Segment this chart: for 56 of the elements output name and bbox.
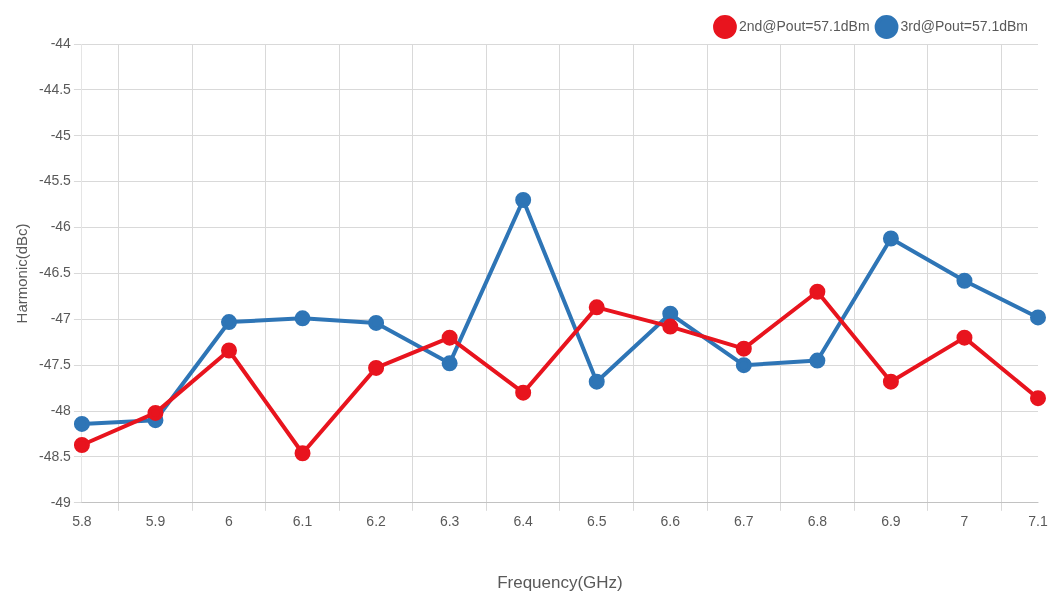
x-tick-label: 6.2: [366, 513, 387, 530]
point: [588, 373, 605, 390]
point: [221, 314, 237, 331]
point: [294, 310, 311, 327]
y-tick-label: -44.5: [38, 80, 72, 97]
y-tick-label: -47: [50, 310, 72, 327]
point: [956, 272, 973, 289]
x-axis-title: Frequency(GHz): [497, 573, 623, 593]
point: [735, 340, 752, 357]
x-tick-label: 7: [960, 513, 969, 530]
point: [956, 329, 973, 346]
point: [441, 355, 458, 372]
point: [809, 283, 826, 300]
x-tick-label: 6.3: [439, 513, 460, 530]
point: [515, 191, 532, 208]
point: [735, 357, 752, 374]
point: [882, 230, 899, 247]
y-tick-label: -46: [50, 218, 72, 235]
point: [1030, 390, 1046, 407]
x-tick-label: 6.7: [734, 513, 754, 530]
y-tick-label: -45.5: [38, 172, 72, 189]
point: [147, 404, 164, 421]
y-tick-label: -44: [50, 34, 72, 51]
point: [441, 329, 458, 346]
point: [662, 305, 679, 322]
y-tick-label: -48: [50, 401, 72, 418]
x-tick-label: 6.8: [807, 513, 828, 530]
x-tick-label: 6.1: [292, 513, 313, 530]
point: [368, 314, 385, 331]
point: [221, 342, 237, 359]
x-tick-label: 7.1: [1028, 513, 1048, 530]
x-tick-label: 6.4: [513, 513, 534, 530]
point: [368, 359, 385, 376]
point: [515, 384, 532, 401]
point: [882, 373, 899, 390]
x-tick-label: 6.9: [881, 513, 901, 530]
y-tick-label: -46.5: [38, 264, 72, 281]
y-tick-label: -48.5: [38, 447, 72, 464]
point: [73, 436, 90, 453]
legend-label: 2nd@Pout=57.1dBm: [738, 17, 870, 34]
point: [1030, 309, 1046, 326]
y-tick-label: -47.5: [38, 356, 72, 373]
point: [662, 318, 679, 335]
x-tick-label: 5.8: [72, 513, 92, 530]
legend-label: 3rd@Pout=57.1dBm: [900, 17, 1029, 34]
point: [588, 299, 605, 316]
point: [294, 445, 311, 462]
x-tick-label: 6.5: [586, 513, 607, 530]
y-axis-title: Harmonic(dBc): [13, 223, 31, 324]
x-tick-label: 6.6: [660, 513, 681, 530]
x-tick-label: 5.9: [145, 513, 166, 530]
point: [73, 415, 90, 432]
y-tick-label: -45: [50, 126, 72, 143]
x-tick-label: 6: [225, 513, 234, 530]
y-tick-label: -49: [50, 493, 72, 510]
point: [809, 352, 826, 369]
